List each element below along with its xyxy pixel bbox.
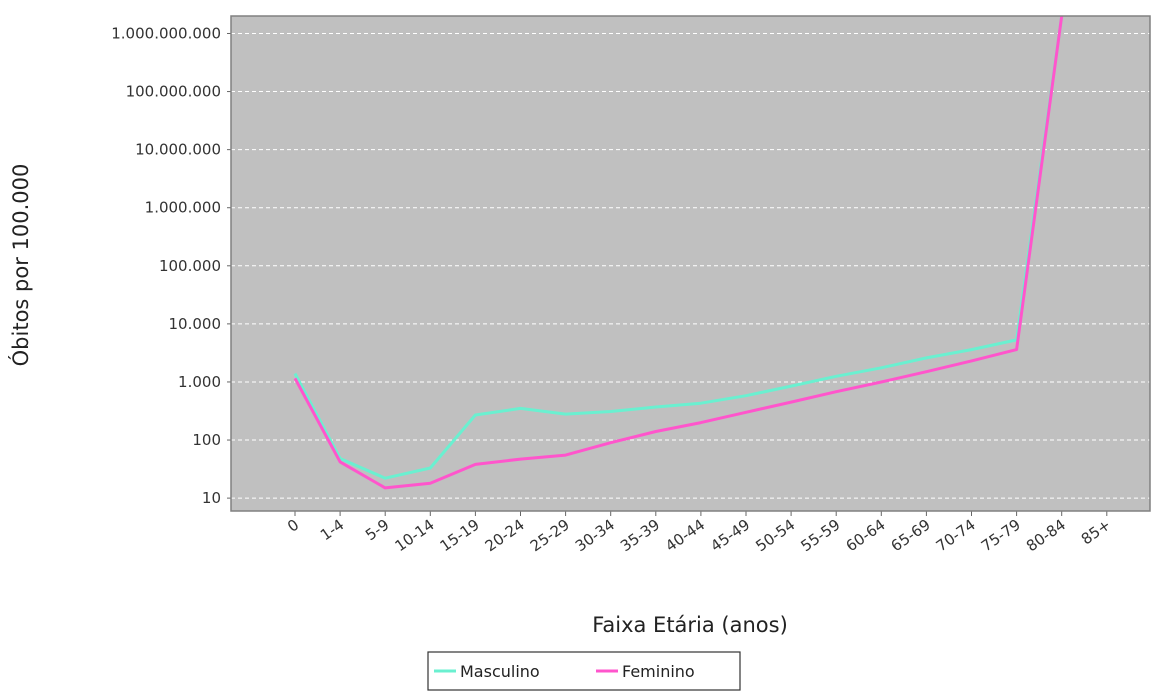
series-line-masculino — [293, 15, 1064, 480]
x-tick-label: 55-59 — [797, 516, 843, 556]
x-tick-label: 75-79 — [978, 516, 1024, 556]
y-tick-label: 1.000.000.000 — [111, 24, 221, 42]
x-axis: 0 1-4 5-9 10-14 15-19 20-24 25-29 30-34 35-39 40-… — [284, 511, 1114, 555]
series-line-feminino — [293, 15, 1064, 490]
x-tick-label: 80-84 — [1023, 516, 1069, 556]
plot-border — [230, 15, 1151, 512]
y-tick-label: 10.000 — [169, 315, 222, 333]
series-lines — [293, 15, 1064, 490]
y-tick-label: 1.000.000 — [145, 199, 221, 217]
y-axis: 10 100 1.000 10.000 100.000 1.000.000 10.000.0… — [111, 24, 231, 507]
grid-lines — [231, 32, 1150, 499]
x-tick-label: 85+ — [1078, 516, 1114, 549]
x-tick-label: 30-34 — [572, 516, 618, 556]
x-tick-label: 1-4 — [317, 516, 347, 545]
plot-area — [231, 16, 1150, 511]
y-tick-label: 100 — [192, 431, 221, 449]
y-tick-label: 100.000 — [159, 257, 221, 275]
legend-label: Feminino — [622, 662, 695, 681]
x-tick-label: 45-49 — [707, 516, 753, 556]
x-tick-label: 10-14 — [392, 516, 438, 556]
legend: Masculino Feminino — [427, 651, 741, 691]
x-tick-label: 60-64 — [843, 516, 889, 556]
y-tick-label: 1.000 — [178, 373, 221, 391]
y-tick-label: 100.000.000 — [126, 83, 221, 101]
x-tick-label: 0 — [284, 516, 302, 536]
y-axis-title: Óbitos por 100.000 — [8, 164, 33, 367]
legend-box — [427, 651, 741, 691]
x-tick-label: 5-9 — [362, 516, 392, 545]
x-tick-label: 65-69 — [888, 516, 934, 556]
x-axis-title: Faixa Etária (anos) — [592, 613, 788, 637]
y-tick-label: 10.000.000 — [135, 141, 221, 159]
y-tick-label: 10 — [202, 489, 221, 507]
x-tick-label: 70-74 — [933, 516, 979, 556]
x-tick-label: 35-39 — [617, 516, 663, 556]
x-tick-label: 20-24 — [482, 516, 528, 556]
x-tick-label: 50-54 — [752, 516, 798, 556]
x-tick-label: 15-19 — [437, 516, 483, 556]
legend-label: Masculino — [460, 662, 540, 681]
x-tick-label: 40-44 — [662, 516, 708, 556]
x-tick-label: 25-29 — [527, 516, 573, 556]
